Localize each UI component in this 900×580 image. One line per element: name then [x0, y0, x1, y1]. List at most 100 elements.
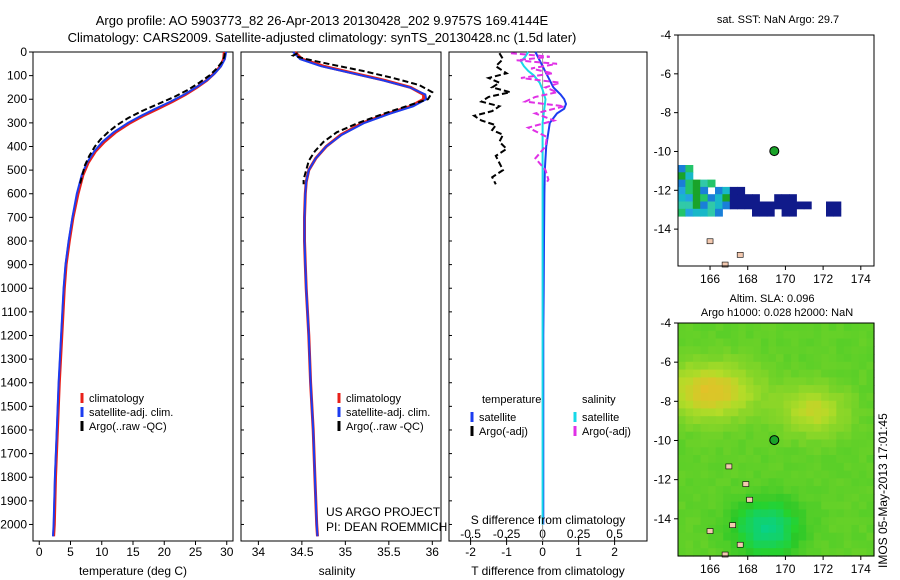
sla-map-sla-cell	[678, 470, 687, 479]
sla-map-sla-cell	[700, 369, 709, 378]
sla-map-sla-cell	[821, 392, 830, 402]
sst-map-sst-cell	[744, 201, 753, 210]
sla-map-sla-cell	[738, 517, 747, 526]
sla-map-sla-cell	[738, 408, 747, 417]
sla-map-sla-cell	[843, 524, 852, 534]
sla-map-sla-cell	[715, 408, 724, 417]
sst-map-sst-cell	[833, 201, 842, 210]
sla-map-sla-cell	[858, 462, 867, 472]
sla-map-sla-cell	[708, 431, 717, 441]
sla-map-sla-cell	[828, 361, 837, 371]
sla-map-sla-cell	[685, 455, 694, 464]
sla-map-sla-cell	[730, 392, 739, 402]
sla-map-sla-cell	[791, 439, 800, 448]
salinity-legend-label: satellite-adj. clim.	[346, 407, 430, 419]
sla-map-sla-cell	[783, 447, 792, 456]
sla-map-sla-cell	[828, 408, 837, 417]
sla-map-sla-cell	[738, 330, 747, 340]
sla-map-sla-cell	[745, 455, 754, 464]
sla-map-sla-cell	[685, 439, 694, 448]
sla-map-sla-cell	[723, 424, 732, 433]
sla-map-sla-cell	[806, 540, 815, 549]
sla-map-sla-cell	[760, 486, 769, 495]
sla-map-sla-cell	[708, 548, 717, 557]
sla-map-sla-cell	[745, 377, 754, 386]
sla-map-sla-cell	[798, 447, 807, 456]
sla-map-title: Altim. SLA: 0.096	[730, 293, 815, 305]
sla-map-sla-cell	[813, 361, 822, 371]
sla-map-sla-cell	[753, 462, 762, 472]
sla-map-sla-cell	[738, 493, 747, 503]
sla-map-sla-cell	[678, 354, 687, 363]
sst-map-y-tick-label: -8	[660, 106, 671, 120]
sla-map-sla-cell	[693, 369, 702, 378]
sla-map-sla-cell	[730, 455, 739, 464]
sla-map-sla-cell	[866, 493, 875, 503]
sla-map-sla-cell	[753, 377, 762, 386]
sla-map-sla-cell	[821, 540, 830, 549]
sla-map-sla-cell	[768, 509, 777, 518]
sla-map-sla-cell	[745, 439, 754, 448]
sla-map-sla-cell	[776, 361, 785, 371]
sla-map-sla-cell	[753, 532, 762, 542]
sla-map-sla-cell	[828, 517, 837, 526]
sla-map-sla-cell	[745, 330, 754, 340]
sst-map-y-tick-label: -6	[660, 67, 671, 81]
sla-map-sla-cell	[798, 501, 807, 510]
sla-map-sla-cell	[851, 493, 860, 503]
sla-map-sla-cell	[738, 369, 747, 378]
sla-map-sla-cell	[693, 323, 702, 332]
difference-top-xlabel: S difference from climatology	[471, 513, 626, 527]
sla-map-sla-cell	[836, 509, 845, 518]
sla-map-sla-cell	[828, 462, 837, 472]
depth-tick-label: 800	[7, 234, 27, 248]
sla-map-sla-cell	[813, 493, 822, 503]
sla-map-sla-cell	[851, 524, 860, 534]
sla-map-sla-cell	[858, 447, 867, 456]
sla-map-sla-cell	[738, 361, 747, 371]
sla-map-sla-cell	[708, 377, 717, 386]
sla-map-sla-cell	[678, 416, 687, 425]
timestamp-stamp: IMOS 05-May-2013 17:01:45	[876, 413, 890, 568]
sst-map-sst-cell	[678, 208, 686, 217]
sla-map-sla-cell	[866, 385, 875, 394]
sla-map-sla-cell	[836, 478, 845, 487]
sla-map-sla-cell	[813, 416, 822, 425]
sst-map-sst-cell	[707, 208, 716, 217]
sla-map-sla-cell	[723, 346, 732, 355]
sla-map-sla-cell	[851, 369, 860, 378]
sst-map-sst-cell	[707, 194, 716, 202]
sla-map-sla-cell	[836, 400, 845, 410]
sla-map-sla-cell	[858, 369, 867, 378]
sla-map-sla-cell	[836, 431, 845, 441]
sla-map-sla-cell	[700, 431, 709, 441]
sla-map-sla-cell	[776, 447, 785, 456]
sla-map-sla-cell	[723, 392, 732, 402]
sla-map-sla-cell	[753, 338, 762, 347]
sla-map-sla-cell	[866, 462, 875, 472]
sla-map-sla-cell	[768, 478, 777, 487]
sla-map-sla-cell	[760, 369, 769, 378]
sla-map-sla-cell	[806, 400, 815, 410]
sla-map-sla-cell	[851, 424, 860, 433]
sla-map-sla-cell	[708, 447, 717, 456]
sla-map-sla-cell	[828, 330, 837, 340]
sla-map-sla-cell	[858, 400, 867, 410]
sla-map-sla-cell	[821, 330, 830, 340]
sla-map-sla-cell	[678, 478, 687, 487]
sla-map-sla-cell	[708, 392, 717, 402]
sla-map-sla-cell	[708, 338, 717, 347]
sla-map-sla-cell	[776, 424, 785, 433]
sla-map-sla-cell	[708, 470, 717, 479]
sla-map-sla-cell	[791, 447, 800, 456]
sla-map-sla-cell	[776, 501, 785, 510]
difference-top-tick-label: -0.25	[493, 527, 521, 541]
depth-tick-label: 1300	[0, 352, 27, 366]
sla-map-sla-cell	[866, 392, 875, 402]
sla-map-sla-cell	[783, 400, 792, 410]
sst-map-sst-cell	[715, 186, 723, 195]
sla-map-sla-cell	[843, 470, 852, 479]
sla-map-sla-cell	[866, 400, 875, 410]
sla-map-sla-cell	[685, 416, 694, 425]
salinity-series-satellite-adj-clim-	[292, 51, 428, 537]
